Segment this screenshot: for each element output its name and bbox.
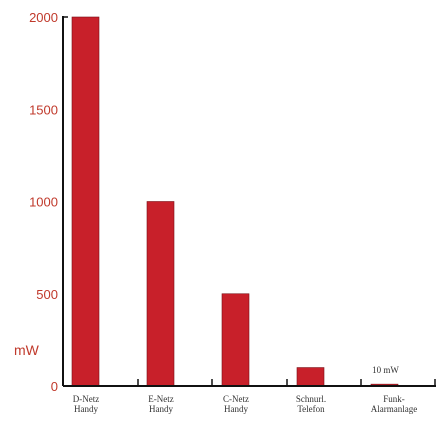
- y-tick-label: 500: [36, 287, 58, 302]
- x-tick-label: Funk-Alarmanlage: [371, 394, 417, 414]
- bar: [221, 293, 250, 387]
- x-tick-label: E-Netz Handy: [148, 394, 173, 414]
- data-annotation: 10 mW: [372, 365, 399, 375]
- y-tick-label: 1500: [29, 102, 58, 117]
- bar: [296, 367, 325, 387]
- bar: [146, 201, 175, 387]
- bars: [71, 16, 399, 387]
- bar: [71, 16, 100, 387]
- x-tick-label: C-Netz Handy: [223, 394, 249, 414]
- y-axis-ticks: 0 500 1000 1500 2000: [29, 10, 58, 394]
- annotations: 10 mW: [372, 365, 399, 375]
- axes: [62, 16, 436, 387]
- x-tick-label: D-Netz Handy: [73, 394, 100, 414]
- y-axis-unit-label: mW: [14, 342, 40, 358]
- x-axis-labels: D-Netz Handy E-Netz Handy C-Netz Handy Schnurl…: [73, 394, 417, 414]
- y-tick-label: 2000: [29, 10, 58, 25]
- x-tick-label: Schnurl. Telefon: [296, 394, 326, 414]
- y-tick-label: 0: [51, 379, 58, 394]
- y-tick-label: 1000: [29, 195, 58, 210]
